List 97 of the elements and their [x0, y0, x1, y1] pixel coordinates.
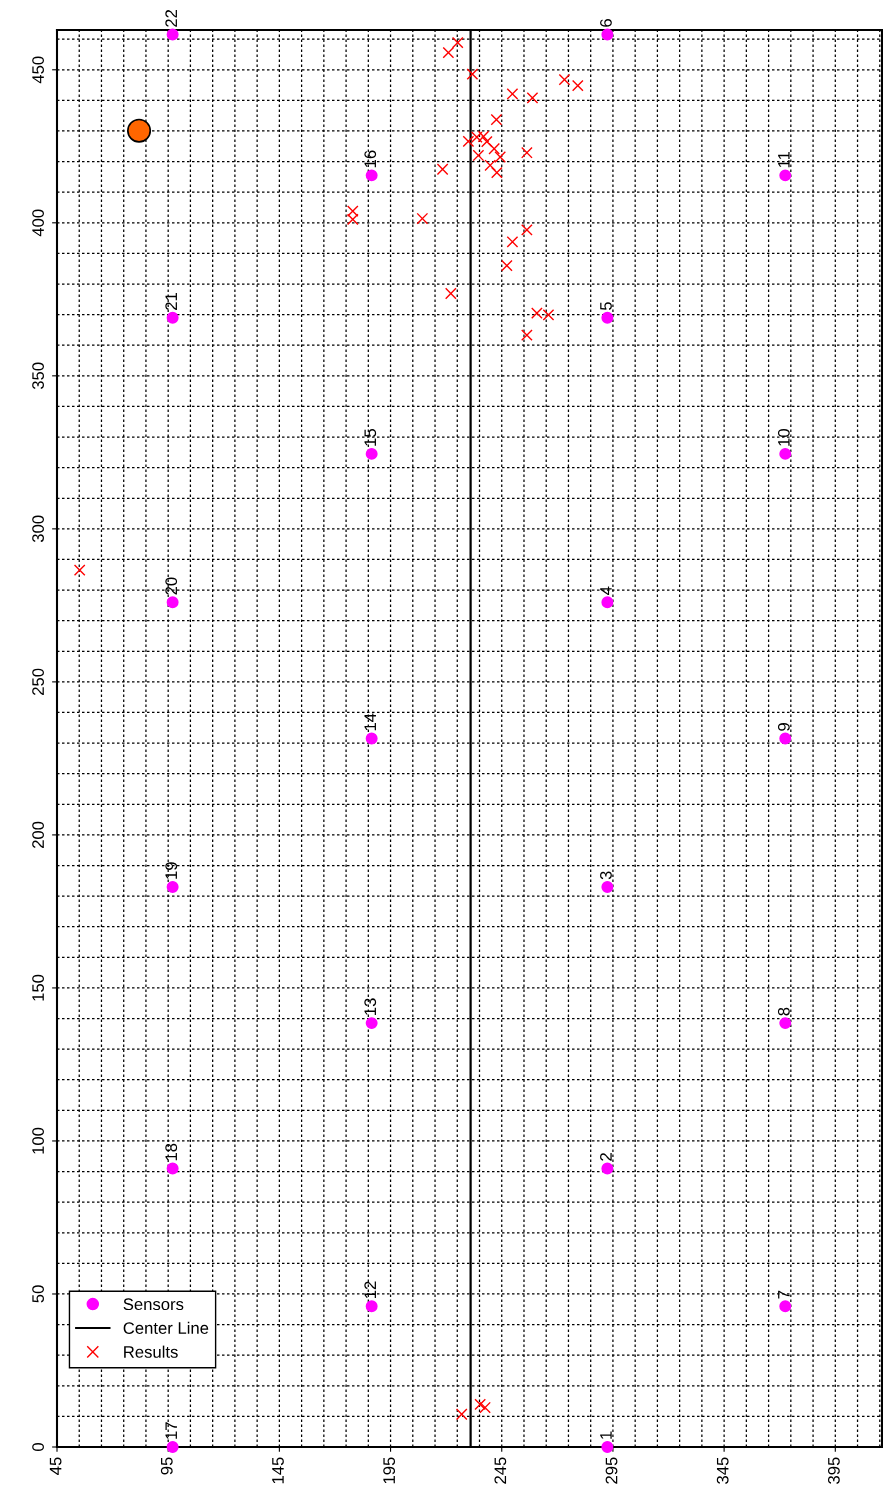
point	[472, 149, 485, 162]
point	[166, 880, 179, 893]
point	[442, 46, 455, 59]
point	[506, 235, 519, 248]
annotation: 18	[165, 1143, 178, 1161]
point	[444, 287, 457, 300]
y-tick-label: 450	[32, 56, 44, 84]
annotation: 11	[778, 151, 790, 168]
point	[558, 73, 571, 86]
annotation: 16	[364, 150, 377, 168]
point	[166, 1441, 179, 1453]
point	[365, 447, 378, 460]
point	[451, 36, 464, 49]
y-tick-label: 400	[32, 209, 44, 237]
x-tick-label: 295	[605, 1457, 618, 1484]
point	[480, 135, 493, 148]
point	[436, 163, 449, 176]
point	[365, 1300, 378, 1313]
point	[601, 311, 614, 324]
annotation: 12	[364, 1281, 376, 1298]
point	[470, 131, 483, 143]
point	[166, 311, 179, 324]
annotation: 3	[600, 871, 612, 880]
annotation: 22	[165, 9, 177, 27]
point	[571, 79, 584, 92]
legend-label: Results	[124, 1345, 178, 1358]
y-tick-label: 150	[32, 974, 44, 1001]
y-tick-label: 200	[32, 821, 44, 848]
point	[491, 166, 503, 179]
x-tick-label: 95	[160, 1457, 173, 1475]
annotation: 21	[165, 293, 177, 310]
point	[601, 1162, 614, 1175]
annotation: 13	[364, 998, 377, 1015]
point	[462, 135, 475, 148]
y-tick-label: 300	[32, 515, 44, 543]
legend-label: Center Line	[123, 1321, 209, 1334]
point	[346, 205, 359, 218]
point	[779, 1017, 792, 1030]
point	[365, 1017, 378, 1030]
annotation: 9	[777, 723, 790, 731]
x-tick-label: 145	[272, 1457, 284, 1484]
point	[490, 113, 503, 126]
point	[521, 146, 533, 159]
point	[479, 1401, 491, 1414]
x-tick-label: 395	[827, 1457, 840, 1484]
annotation: 6	[600, 19, 612, 27]
annotation: 19	[165, 862, 178, 879]
point	[601, 880, 614, 893]
point	[494, 151, 507, 163]
annotation: 5	[600, 302, 612, 311]
x-tick-label: 345	[716, 1457, 729, 1484]
point	[477, 130, 490, 143]
annotation: 8	[777, 1007, 790, 1016]
annotation: 2	[600, 1153, 612, 1161]
point	[127, 118, 152, 143]
point	[166, 596, 179, 609]
point	[779, 1300, 792, 1313]
legend-label: Sensors	[123, 1298, 184, 1311]
annotation: 14	[364, 713, 376, 731]
annotation: 4	[600, 586, 612, 595]
x-tick-label: 245	[494, 1457, 507, 1484]
point	[601, 596, 614, 609]
point	[474, 1398, 487, 1411]
x-tick-label: 45	[49, 1457, 62, 1475]
annotation: 7	[778, 1290, 790, 1299]
point	[455, 1408, 468, 1421]
annotation: 10	[777, 429, 790, 446]
point	[501, 259, 513, 272]
y-tick-label: 350	[32, 362, 44, 390]
point	[779, 447, 792, 460]
annotation: 15	[364, 429, 377, 446]
point	[779, 732, 792, 745]
point	[601, 1441, 614, 1453]
point	[521, 329, 533, 341]
point	[779, 169, 792, 182]
x-tick-label: 195	[383, 1457, 396, 1484]
point	[365, 732, 378, 745]
point	[365, 169, 378, 182]
annotation: 20	[165, 577, 178, 595]
y-tick-label: 0	[32, 1443, 44, 1451]
y-tick-label: 250	[32, 668, 44, 695]
point	[484, 159, 497, 172]
point	[166, 28, 179, 41]
point	[521, 224, 533, 236]
point	[73, 564, 86, 577]
point	[526, 92, 539, 104]
annotation: 1	[600, 1431, 612, 1439]
annotation: 17	[165, 1422, 177, 1439]
point	[601, 28, 614, 41]
y-tick-label: 50	[32, 1285, 44, 1303]
point	[488, 142, 501, 155]
point	[346, 213, 359, 226]
point	[506, 88, 519, 100]
y-tick-label: 100	[32, 1127, 44, 1154]
point	[416, 212, 429, 225]
point	[466, 68, 479, 80]
point	[166, 1162, 179, 1175]
